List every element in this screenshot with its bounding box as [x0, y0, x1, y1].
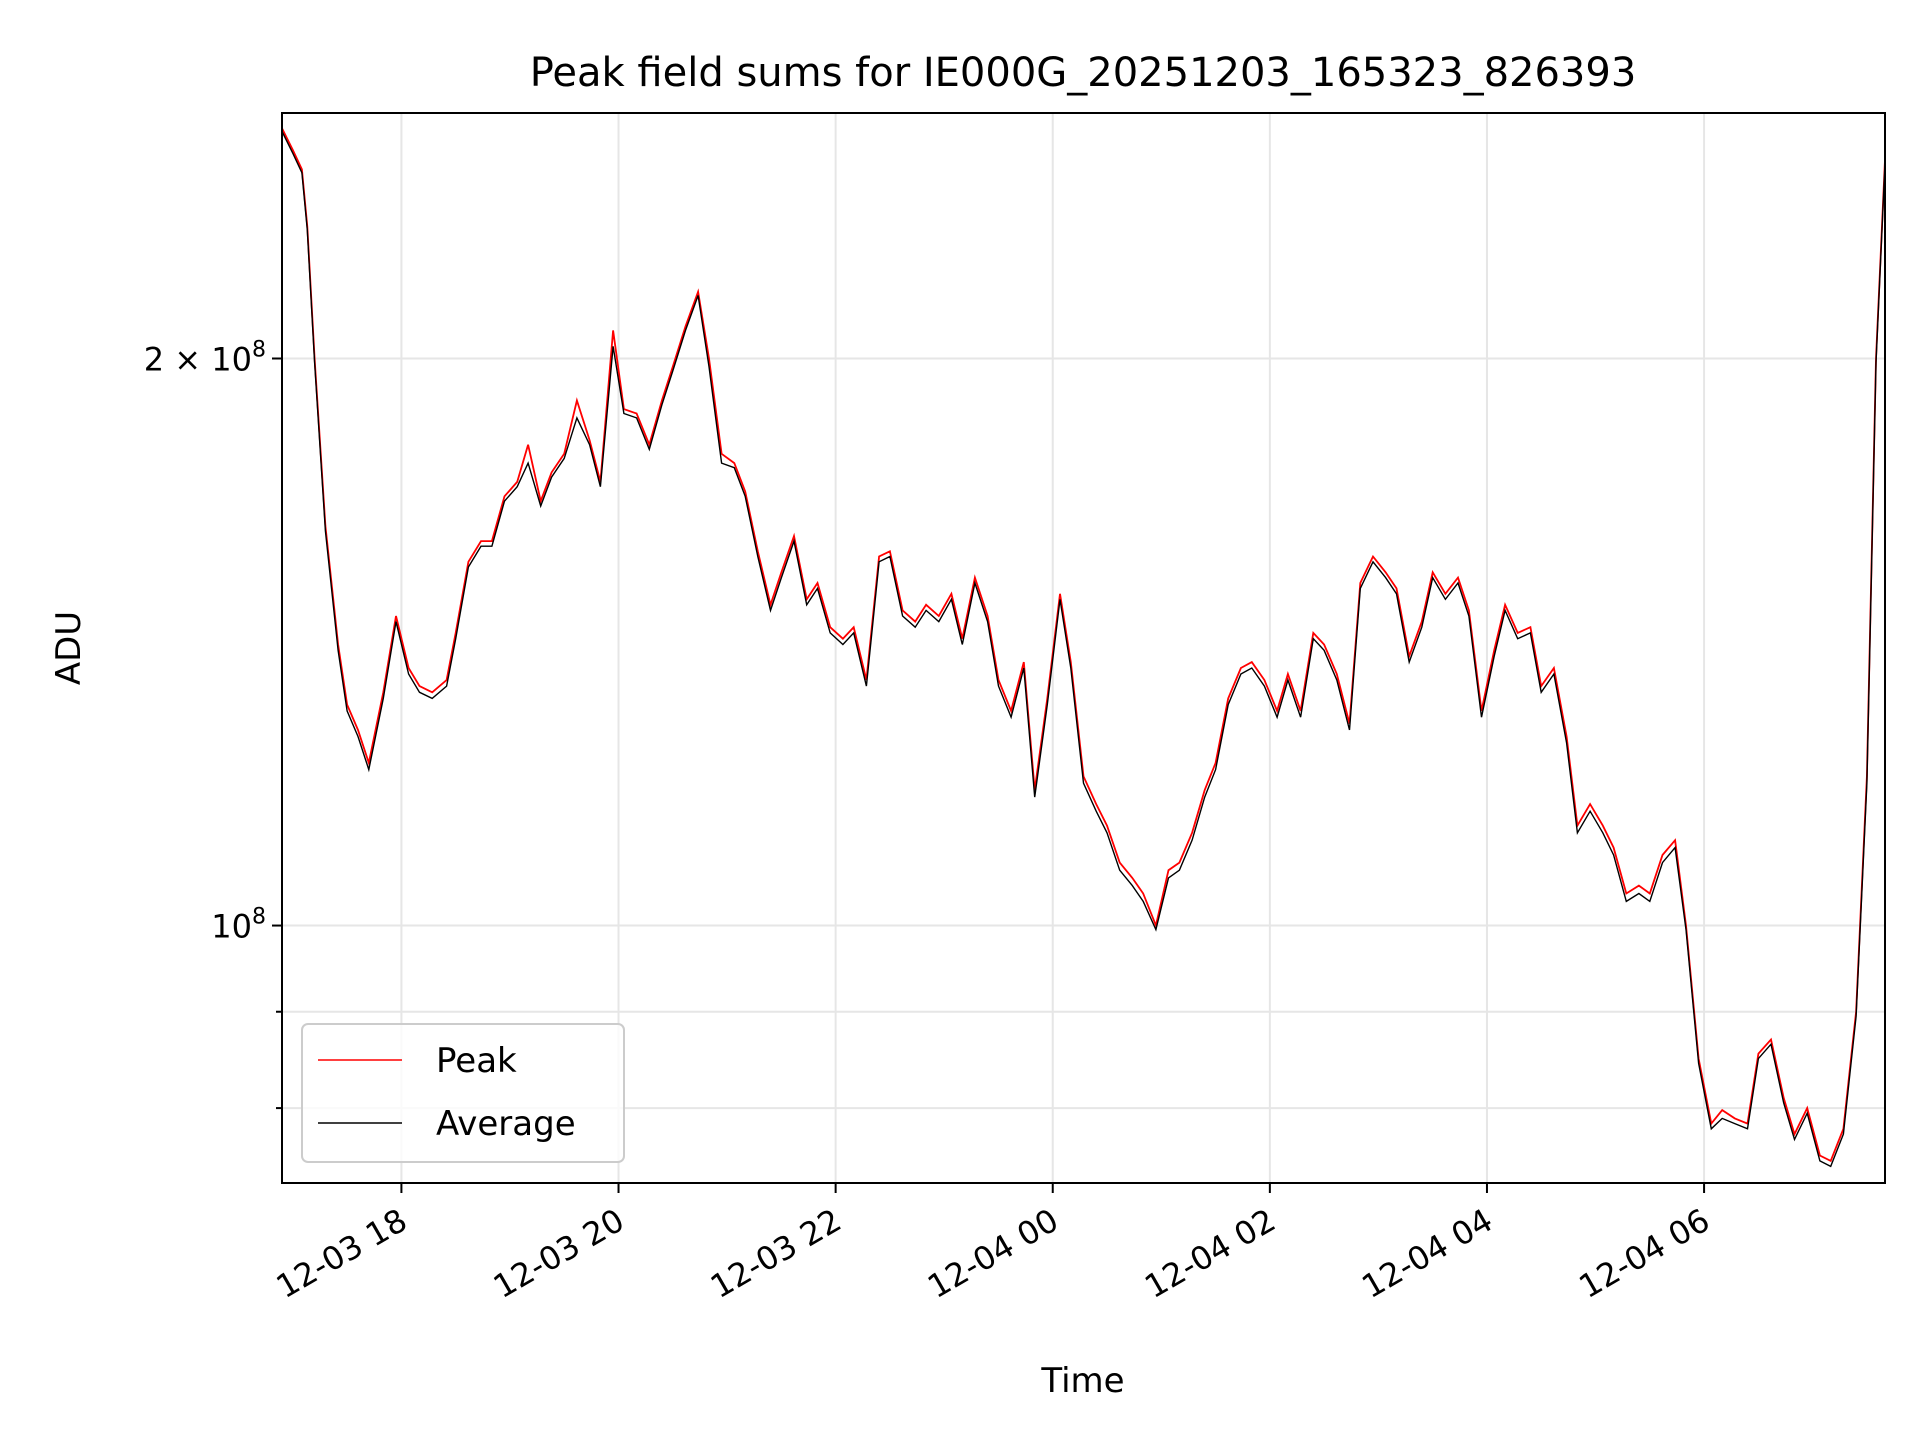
legend-box — [301, 1023, 625, 1163]
plot-area-frame — [281, 112, 1886, 1184]
y-axis-label: ADU — [49, 611, 89, 685]
legend-average-label: Average — [436, 1104, 576, 1144]
y-tick-label: 2 × 108 — [144, 338, 266, 379]
legend-peak-label: Peak — [436, 1041, 517, 1081]
y-axis: 108 2 × 108 — [144, 338, 282, 1110]
y-tick-label: 108 — [211, 905, 266, 946]
chart-title: Peak field sums for IE000G_20251203_1653… — [530, 50, 1637, 96]
series-line-average — [282, 131, 1885, 1168]
series-layer — [282, 127, 1885, 1168]
grid-layer — [282, 113, 1885, 1183]
legend: Peak Average — [301, 1023, 625, 1163]
x-axis-label: Time — [1040, 1361, 1124, 1401]
